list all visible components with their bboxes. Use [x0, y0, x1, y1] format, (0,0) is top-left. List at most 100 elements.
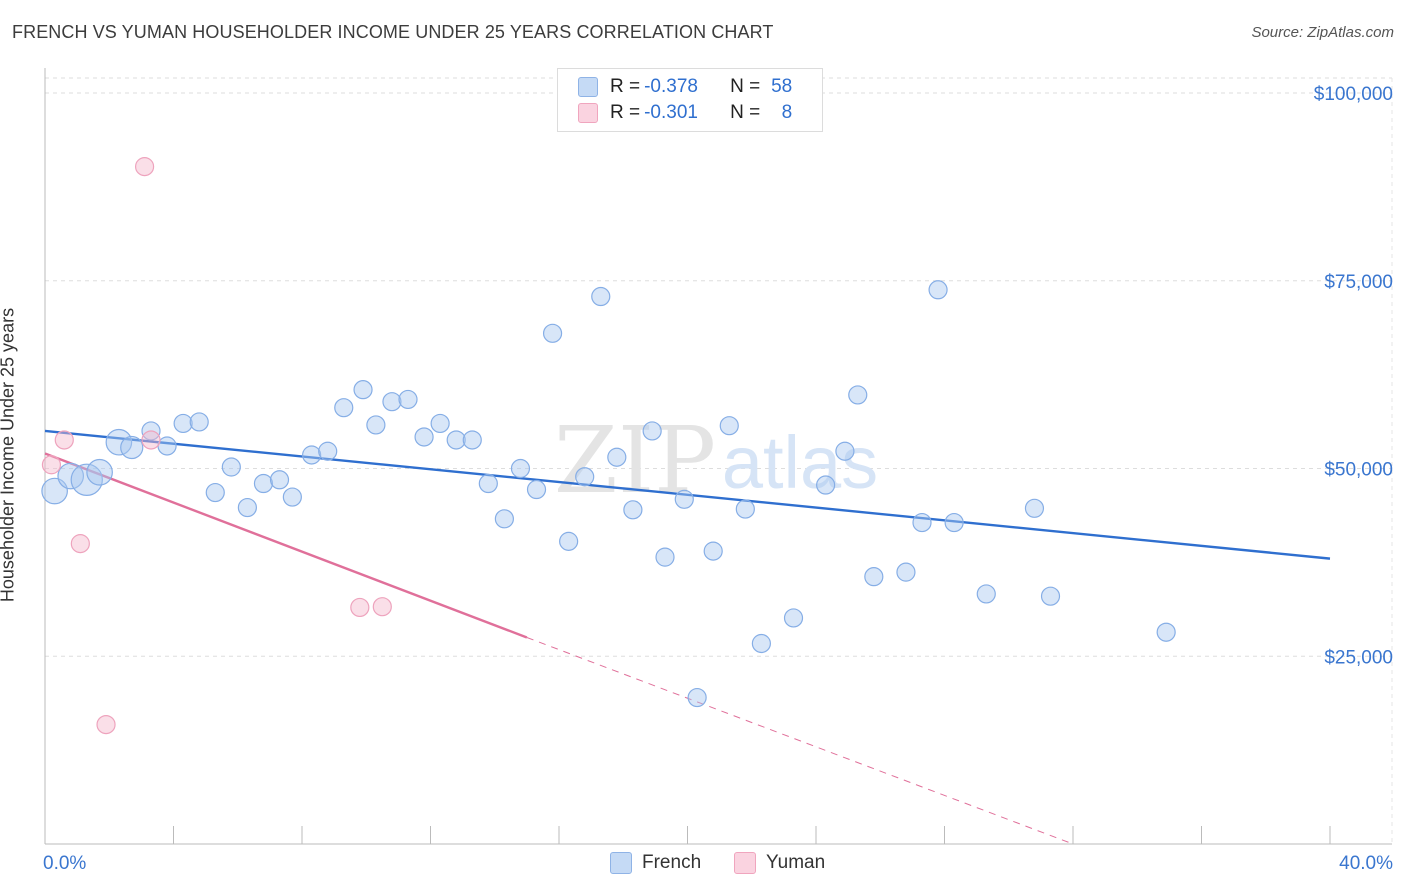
data-point-yuman	[141, 430, 161, 450]
y-tick-label: $75,000	[1324, 272, 1393, 293]
trend-lines	[44, 429, 1331, 845]
legend-item-yuman[interactable]: Yuman	[734, 852, 825, 874]
data-point-french	[157, 436, 177, 456]
data-point-french	[816, 475, 836, 495]
data-point-yuman	[54, 430, 74, 450]
data-point-french	[430, 413, 450, 434]
data-point-french	[864, 567, 884, 587]
data-point-yuman	[134, 157, 155, 177]
data-point-french	[674, 489, 694, 509]
data-point-french	[414, 427, 434, 447]
data-point-french	[120, 435, 144, 460]
y-tick-label: $25,000	[1324, 647, 1393, 668]
data-point-french	[237, 497, 257, 518]
r-label: R =	[610, 102, 641, 123]
series-legend: French Yuman	[0, 852, 1406, 878]
data-point-french	[591, 286, 611, 307]
x-tick-label: 40.0%	[1339, 853, 1393, 874]
data-point-french	[575, 467, 595, 487]
data-point-yuman	[96, 714, 116, 735]
data-point-yuman	[70, 534, 90, 554]
watermark-atlas: atlas	[722, 421, 878, 504]
french-legend-swatch	[610, 852, 632, 874]
data-point-french	[976, 584, 996, 604]
data-point-french	[655, 547, 675, 567]
data-point-french	[783, 608, 804, 628]
data-point-french	[542, 323, 563, 343]
data-point-french	[896, 562, 916, 582]
data-point-french	[446, 430, 466, 450]
data-point-french	[57, 462, 85, 490]
data-point-french	[173, 413, 193, 434]
data-point-french	[719, 416, 739, 436]
data-point-french	[398, 389, 418, 410]
n-value: 8	[781, 102, 793, 123]
data-point-french	[751, 633, 771, 654]
grid-lines	[45, 77, 1393, 844]
data-point-french	[70, 463, 103, 496]
data-point-french	[366, 415, 386, 435]
y-tick-label: $50,000	[1324, 460, 1393, 481]
n-label: N =	[730, 102, 761, 123]
legend-label-french: French	[642, 852, 702, 873]
data-point-french	[703, 541, 723, 561]
data-point-french	[687, 687, 707, 708]
stats-legend: R = -0.378 N = 58 R = -0.301 N = 8	[557, 68, 823, 132]
data-point-french	[494, 509, 514, 529]
data-point-french	[848, 385, 868, 405]
chart-title: FRENCH VS YUMAN HOUSEHOLDER INCOME UNDER…	[12, 22, 774, 42]
yuman-swatch	[578, 103, 598, 123]
trend-extension-yuman	[526, 637, 1074, 845]
data-point-french	[912, 512, 932, 533]
data-point-french	[189, 412, 209, 432]
n-label: N =	[730, 76, 761, 97]
data-point-french	[607, 447, 627, 467]
data-point-french	[642, 421, 662, 441]
data-point-french	[302, 445, 322, 465]
data-point-french	[86, 458, 113, 486]
data-point-yuman	[372, 597, 392, 617]
data-point-french	[559, 531, 579, 551]
data-point-french	[253, 473, 274, 494]
watermark: ZIP atlas	[554, 407, 878, 514]
x-tick-label: 0.0%	[43, 853, 86, 874]
data-point-french	[353, 380, 373, 400]
french-swatch	[578, 77, 598, 97]
data-point-french	[478, 473, 498, 494]
data-point-french	[269, 470, 290, 490]
axes	[44, 68, 1392, 845]
trend-line-yuman	[44, 452, 528, 639]
data-point-french	[221, 457, 241, 477]
watermark-zip: ZIP	[554, 407, 716, 514]
r-label: R =	[610, 76, 641, 97]
legend-item-french[interactable]: French	[610, 852, 701, 874]
data-point-french	[510, 458, 531, 479]
tick-labels: $100,000 $75,000 $50,000 $25,000 0.0% 40.0%	[43, 84, 1393, 874]
yuman-legend-swatch	[734, 852, 756, 874]
data-point-french	[462, 430, 482, 450]
trend-line-french	[44, 429, 1331, 560]
r-value: -0.378	[644, 76, 698, 97]
n-value: 58	[771, 76, 793, 97]
data-point-french	[1040, 586, 1061, 606]
data-point-french	[205, 482, 225, 503]
data-point-french	[318, 441, 338, 461]
data-point-french	[1024, 498, 1045, 518]
data-point-french	[105, 428, 133, 456]
data-point-french	[623, 500, 643, 520]
data-point-french	[735, 499, 755, 519]
stats-row-french: R = -0.378 N = 58	[578, 74, 792, 100]
data-point-yuman	[350, 597, 370, 618]
data-point-french	[944, 512, 964, 533]
r-value: -0.301	[644, 102, 698, 123]
data-point-french	[1156, 622, 1176, 642]
y-tick-label: $100,000	[1314, 84, 1393, 105]
data-point-yuman	[41, 455, 62, 475]
data-point-french	[334, 398, 354, 418]
data-point-french	[835, 441, 855, 461]
data-point-french	[282, 487, 302, 507]
data-point-french	[928, 280, 948, 300]
data-points	[41, 157, 1176, 735]
data-point-french	[526, 479, 547, 500]
